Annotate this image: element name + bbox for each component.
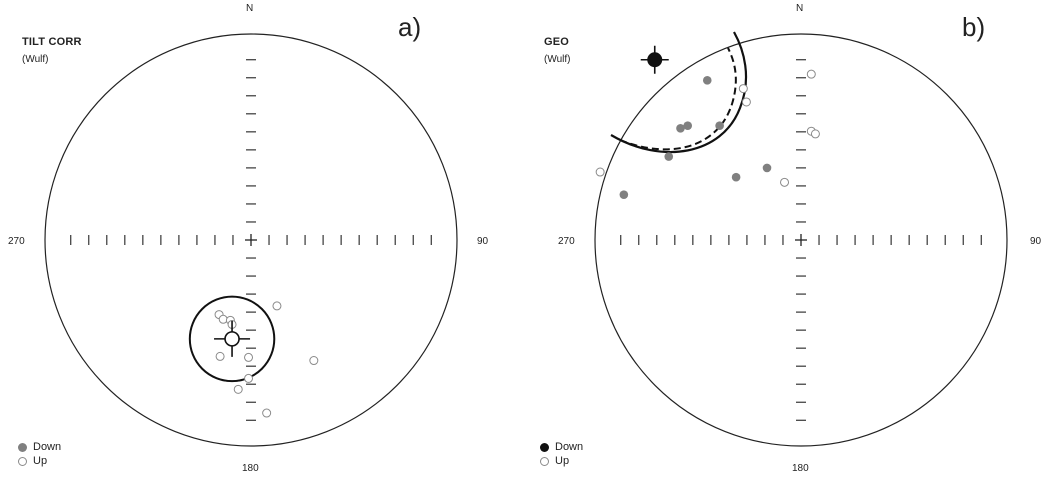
mean-direction <box>224 331 240 347</box>
data-point-up <box>244 373 254 383</box>
legend-down-label: Down <box>555 441 584 453</box>
stereonet-plot <box>44 33 458 447</box>
data-point-up <box>272 301 282 311</box>
data-point-down <box>731 172 741 182</box>
confidence-arc-solid <box>610 31 748 154</box>
data-point-down <box>683 121 692 130</box>
stereonet-plot <box>594 31 1008 447</box>
legend-up-label: Up <box>33 455 48 467</box>
data-point-down <box>664 152 674 161</box>
north-label: N <box>796 3 804 14</box>
legend-down: Down <box>18 440 61 454</box>
stereonet-panel-tilt-corr: TILT CORR (Wulf) a) N 90 180 270 Down Up <box>8 3 489 474</box>
data-point-up <box>741 97 751 107</box>
data-point-down <box>715 121 724 130</box>
data-point-up <box>215 351 225 361</box>
legend: Down Up <box>540 440 583 468</box>
confidence-arc-dashed <box>619 47 737 151</box>
data-point-up <box>595 167 605 177</box>
west-label: 270 <box>8 236 25 247</box>
up-symbol <box>18 456 27 466</box>
data-point-up <box>262 408 272 418</box>
panel-title: TILT CORR <box>22 36 82 48</box>
down-symbol <box>540 442 549 452</box>
legend: Down Up <box>18 440 61 468</box>
up-symbol <box>540 456 549 466</box>
data-point-up <box>218 314 228 324</box>
mean-direction <box>647 52 663 68</box>
data-point-up <box>780 177 790 187</box>
panel-subtitle: (Wulf) <box>544 54 571 65</box>
data-point-up <box>233 384 243 394</box>
stereonet-panel-geo: GEO (Wulf) b) N 90 180 270 Down Up <box>522 0 1044 477</box>
east-label: 90 <box>1030 236 1042 247</box>
down-symbol <box>18 442 27 452</box>
south-label: 180 <box>792 463 809 474</box>
east-label: 90 <box>477 236 489 247</box>
panel-title: GEO <box>544 36 570 48</box>
data-point-down <box>702 76 712 85</box>
data-point-up <box>309 356 319 366</box>
data-point-down <box>676 124 685 133</box>
south-label: 180 <box>242 463 259 474</box>
legend-down: Down <box>540 440 583 454</box>
panel-tag: a) <box>398 12 422 42</box>
confidence-circle <box>188 295 276 383</box>
legend-up: Up <box>540 454 583 468</box>
panel-subtitle: (Wulf) <box>22 54 49 65</box>
primitive-circle <box>594 33 1008 447</box>
data-point-up <box>244 352 254 362</box>
primitive-circle <box>44 33 458 447</box>
data-point-up <box>806 69 816 79</box>
legend-down-label: Down <box>33 441 62 453</box>
legend-up-label: Up <box>555 455 570 467</box>
north-label: N <box>246 3 254 14</box>
data-point-up <box>738 84 748 94</box>
panel-tag: b) <box>962 12 986 42</box>
legend-up: Up <box>18 454 61 468</box>
data-point-down <box>619 190 629 199</box>
data-point-up <box>810 129 820 139</box>
data-point-down <box>762 163 772 173</box>
west-label: 270 <box>558 236 575 247</box>
